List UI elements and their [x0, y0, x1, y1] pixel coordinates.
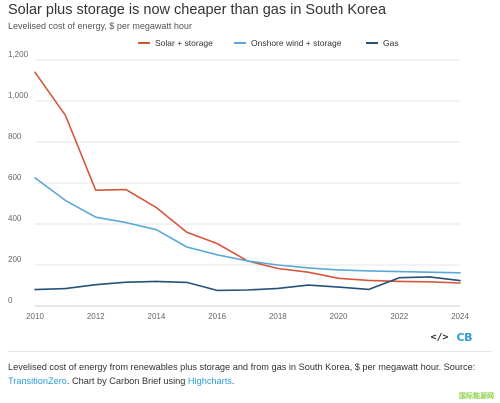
x-tick-label: 2022 — [390, 312, 408, 321]
legend-label-solar: Solar + storage — [155, 38, 213, 48]
legend-item-gas[interactable]: Gas — [366, 38, 399, 48]
highcharts-link[interactable]: Highcharts — [187, 376, 232, 386]
x-tick-label: 2012 — [87, 312, 105, 321]
y-tick-label: 600 — [8, 173, 22, 182]
series-line-onshore-wind-storage — [34, 177, 461, 274]
legend-swatch-solar — [138, 42, 150, 44]
y-tick-label: 200 — [8, 255, 22, 264]
y-tick-label: 1,000 — [8, 91, 29, 100]
x-tick-label: 2024 — [451, 312, 469, 321]
legend-swatch-wind — [234, 42, 246, 44]
legend-swatch-gas — [366, 42, 378, 44]
x-tick-label: 2016 — [208, 312, 226, 321]
y-tick-label: 0 — [8, 296, 13, 305]
caption-end-text: . — [231, 376, 235, 386]
legend-label-gas: Gas — [383, 38, 399, 48]
legend-item-wind[interactable]: Onshore wind + storage — [234, 38, 341, 48]
y-tick-label: 800 — [8, 132, 22, 141]
caption-mid-text: . Chart by Carbon Brief using — [66, 376, 188, 386]
legend-label-wind: Onshore wind + storage — [251, 38, 342, 48]
x-tick-label: 2018 — [269, 312, 287, 321]
footer-icons: </> CB — [430, 331, 472, 344]
series-line-gas — [34, 276, 461, 292]
x-tick-label: 2020 — [330, 312, 348, 321]
chart-caption: Levelised cost of energy from renewables… — [8, 360, 488, 388]
y-tick-label: 1,200 — [8, 50, 29, 59]
x-tick-label: 2014 — [148, 312, 166, 321]
x-tick-label: 2010 — [26, 312, 44, 321]
footer-divider — [8, 351, 492, 352]
y-tick-label: 400 — [8, 214, 22, 223]
carbon-brief-logo: CB — [456, 331, 473, 344]
legend-item-solar[interactable]: Solar + storage — [138, 38, 213, 48]
source-link[interactable]: TransitionZero — [8, 376, 67, 386]
chart-legend: Solar + storage Onshore wind + storage G… — [0, 38, 500, 52]
chart-subtitle: Levelised cost of energy, $ per megawatt… — [8, 21, 192, 31]
caption-text: Levelised cost of energy from renewables… — [8, 362, 476, 372]
embed-code-icon[interactable]: </> — [430, 332, 449, 343]
chart-title: Solar plus storage is now cheaper than g… — [8, 2, 387, 18]
series-line-solar-storage — [34, 71, 461, 284]
watermark-logo: 国际能源网 — [459, 393, 494, 400]
line-chart: 0 200 400 600 800 1,000 1,200 2010 2012 2014 2016 2… — [8, 50, 469, 321]
